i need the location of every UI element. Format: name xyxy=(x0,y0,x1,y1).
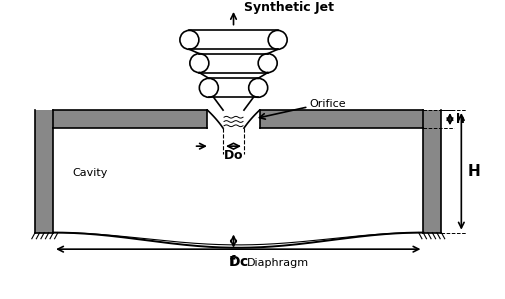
Bar xyxy=(423,110,441,233)
Text: $\mathit{\mathbf{Dc}}$: $\mathit{\mathbf{Dc}}$ xyxy=(228,255,248,269)
Text: Orifice: Orifice xyxy=(310,99,346,109)
Text: $\mathit{\mathbf{H}}$: $\mathit{\mathbf{H}}$ xyxy=(468,163,481,179)
Text: Synthetic Jet: Synthetic Jet xyxy=(244,1,334,14)
Text: Diaphragm: Diaphragm xyxy=(247,258,309,268)
Text: $\mathit{\mathbf{f}}$: $\mathit{\mathbf{f}}$ xyxy=(229,254,236,269)
Bar xyxy=(53,110,208,128)
Bar xyxy=(35,110,53,233)
Text: Cavity: Cavity xyxy=(72,168,108,178)
Bar xyxy=(260,110,423,128)
Text: $\mathit{\mathbf{Do}}$: $\mathit{\mathbf{Do}}$ xyxy=(223,149,244,161)
Text: $\mathit{\mathbf{h}}$: $\mathit{\mathbf{h}}$ xyxy=(454,112,465,126)
